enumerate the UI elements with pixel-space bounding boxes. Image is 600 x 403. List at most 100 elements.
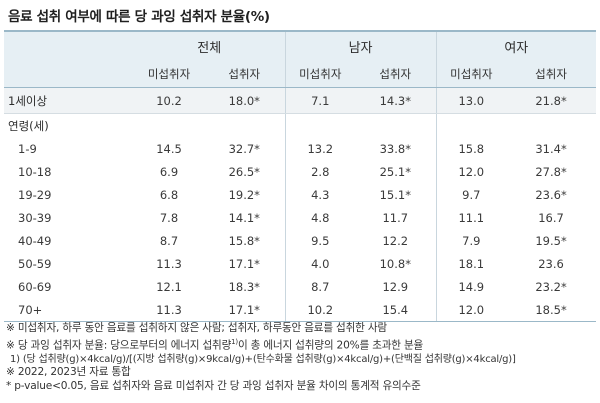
row-label: 60-69 [18,279,52,294]
table-cell: 11.7 [382,210,409,225]
table-cell: 15.4 [355,298,437,322]
table-cell: 15.1* [379,187,411,202]
table-cell: 12.0 [435,160,507,183]
table-cell: 2.8 [284,160,356,183]
sub-header-nonconsumer: 미섭취자 [134,60,204,88]
table-cell: 25.1* [379,164,411,179]
note-superscript: 1) [231,337,238,346]
table-cell: 32.7* [228,141,260,156]
sub-header-consumer: 섭취자 [204,60,286,88]
note-excess-intake: ※ 당 과잉 섭취자 분율: 당으로부터의 에너지 섭취량1)이 총 에너지 섭… [6,336,596,353]
table-row: 70+ 11.3 17.1* 10.2 15.4 12.0 18.5* [4,298,597,322]
sub-header-consumer: 섭취자 [355,60,437,88]
row-label: 10-18 [18,164,52,179]
table-row: 50-59 11.3 17.1* 4.0 10.8* 18.1 23.6 [4,252,596,275]
table-cell: 15.8 [435,137,507,160]
table-cell: 14.9 [435,275,507,298]
table-cell: 23.6* [535,187,567,202]
group-header-male: 남자 [284,30,437,60]
table-cell: 19.5* [535,233,567,248]
table-cell: 18.0* [204,87,286,114]
table-cell: 18.1 [435,252,507,275]
row-label: 19-29 [18,187,52,202]
table-cell: 7.8 [159,210,179,225]
table-cell: 9.7 [435,183,507,206]
table-cell: 23.2* [535,279,567,294]
table-cell [204,114,285,138]
note-formula: 1) (당 섭취량(g)×4kcal/g)/[(지방 섭취량(g)×9kcal/… [10,353,516,365]
table-cell: 10.8* [379,256,411,271]
table-cell: 18.3* [228,279,260,294]
data-table: 전체 남자 여자 미섭취자 섭취자 미섭취자 섭취자 미섭취자 섭취자 1세이상… [4,30,597,322]
table-cell: 16.7 [538,210,564,225]
row-label: 1-9 [18,141,37,156]
row-label: 50-59 [18,256,52,271]
group-header-total: 전체 [134,30,286,60]
table-cell: 7.9 [435,229,507,252]
table-cell: 7.1 [284,87,356,114]
data-table-wrapper: 전체 남자 여자 미섭취자 섭취자 미섭취자 섭취자 미섭취자 섭취자 1세이상… [4,30,597,322]
table-cell: 19.2* [228,187,260,202]
note-data-years: ※ 2022, 2023년 자료 통합 [6,366,131,379]
sub-header-consumer: 섭취자 [506,60,597,88]
table-cell [435,113,507,137]
table-cell: 13.2 [284,137,356,160]
table-cell: 31.4* [535,141,567,156]
table-cell: 33.8* [379,141,411,156]
table-cell: 10.2 [284,298,356,322]
table-cell: 18.5* [506,298,597,322]
table-row: 30-39 7.8 14.1* 4.8 11.7 11.1 16.7 [4,206,596,229]
row-label: 30-39 [18,210,52,225]
table-cell: 26.5* [228,164,260,179]
table-row: 1-9 14.5 32.7* 13.2 33.8* 15.8 31.4* [4,137,596,160]
table-row: 60-69 12.1 18.3* 8.7 12.9 14.9 23.2* [4,275,596,298]
row-label: 1세이상 [4,87,134,114]
table-cell: 13.0 [435,87,507,114]
table-cell: 9.5 [284,229,356,252]
group-header-female: 여자 [435,30,597,60]
table-cell: 6.8 [159,187,179,202]
table-row: 연령(세) [4,113,596,138]
row-label: 40-49 [18,233,52,248]
table-cell: 12.9 [382,279,409,294]
table-cell: 14.1* [228,210,260,225]
table-cell: 11.3 [134,298,204,322]
sub-header-nonconsumer: 미섭취자 [435,60,507,88]
table-title: 음료 섭취 여부에 따른 당 과잉 섭취자 분율(%) [8,9,270,25]
table-cell: 12.0 [435,298,507,322]
table-cell: 14.5 [156,141,182,156]
table-cell: 12.2 [382,233,409,248]
sub-header-nonconsumer: 미섭취자 [284,60,356,88]
table-cell: 17.1* [204,298,286,322]
table-cell [284,113,356,137]
table-cell: 15.8* [228,233,260,248]
table-cell: 17.1* [228,256,260,271]
table-cell: 4.0 [284,252,356,275]
corner-cell [4,60,134,88]
table-cell: 10.2 [134,87,204,114]
table-cell: 11.3 [156,256,182,271]
table-row: 10-18 6.9 26.5* 2.8 25.1* 12.0 27.8* [4,160,596,183]
note-significance: * p-value<0.05, 음료 섭취자와 음료 미섭취자 간 당 과잉 섭… [6,379,421,392]
table-cell: 14.3* [355,87,437,114]
table-cell [355,114,436,138]
sub-header-row: 미섭취자 섭취자 미섭취자 섭취자 미섭취자 섭취자 [4,60,597,88]
table-row: 19-29 6.8 19.2* 4.3 15.1* 9.7 23.6* [4,183,596,206]
table-cell: 4.3 [284,183,356,206]
table-cell: 6.9 [159,164,179,179]
footnotes: ※ 미섭취자, 하루 동안 음료를 섭취하지 않은 사람; 섭취자, 하루동안 … [6,322,596,394]
table-cell: 8.7 [159,233,179,248]
table-cell: 23.6 [538,256,564,271]
table-cell: 11.1 [435,206,507,229]
note-definition: ※ 미섭취자, 하루 동안 음료를 섭취하지 않은 사람; 섭취자, 하루동안 … [6,322,387,334]
table-cell [506,114,596,138]
row-label: 70+ [4,298,134,322]
table-cell: 27.8* [535,164,567,179]
table-body: 1세이상 10.2 18.0* 7.1 14.3* 13.0 21.8* 연령(세) 1-9 14… [4,87,597,322]
table-cell: 8.7 [284,275,356,298]
table-cell: 21.8* [506,87,597,114]
note-excess-intake-text: ※ 당 과잉 섭취자 분율: 당으로부터의 에너지 섭취량 [6,339,232,352]
table-row: 1세이상 10.2 18.0* 7.1 14.3* 13.0 21.8* [4,87,597,114]
table-cell [134,114,204,138]
table-cell: 4.8 [284,206,356,229]
